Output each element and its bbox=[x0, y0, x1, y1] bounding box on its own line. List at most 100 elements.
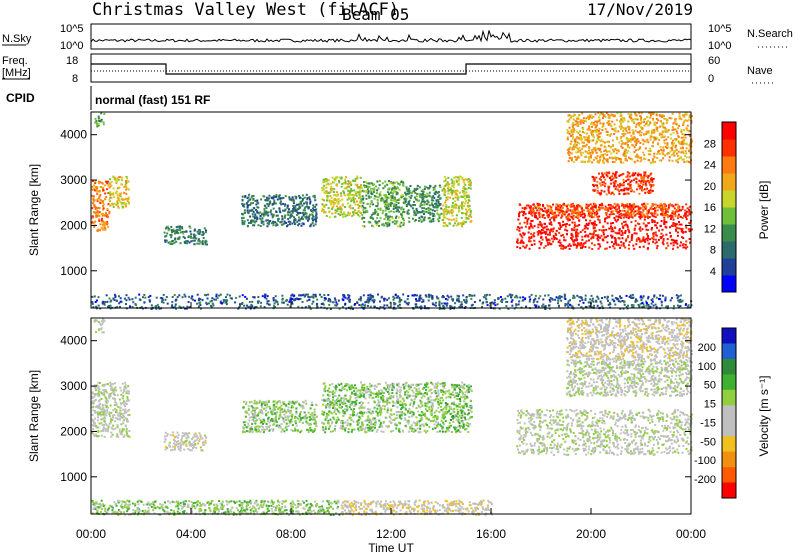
power-echo-cell bbox=[624, 212, 627, 215]
power-echo-cell bbox=[421, 207, 424, 210]
power-echo-cell bbox=[100, 181, 103, 184]
power-echo-cell bbox=[591, 299, 594, 302]
power-echo-cell bbox=[455, 204, 458, 207]
power-echo-cell bbox=[272, 224, 275, 227]
power-echo-cell bbox=[621, 120, 624, 123]
power-echo-cell bbox=[680, 130, 683, 133]
power-echo-cell bbox=[623, 187, 626, 190]
power-echo-cell bbox=[632, 132, 635, 135]
power-echo-cell bbox=[588, 152, 591, 155]
power-echo-cell bbox=[598, 192, 601, 195]
power-echo-cell bbox=[272, 207, 275, 210]
power-echo-cell bbox=[108, 186, 111, 189]
power-echo-cell bbox=[363, 220, 366, 223]
power-echo-cell bbox=[627, 150, 630, 153]
power-echo-cell bbox=[607, 189, 610, 192]
power-echo-cell bbox=[465, 296, 468, 298]
power-echo-cell bbox=[606, 208, 609, 210]
power-echo-cell bbox=[542, 298, 545, 301]
power-echo-cell bbox=[282, 202, 285, 205]
power-echo-cell bbox=[370, 196, 373, 199]
power-echo-cell bbox=[260, 219, 263, 222]
power-echo-cell bbox=[102, 224, 105, 227]
power-echo-cell bbox=[342, 215, 345, 218]
power-echo-cell bbox=[572, 126, 575, 129]
power-echo-cell bbox=[566, 129, 569, 132]
power-echo-cell bbox=[653, 139, 656, 142]
power-echo-cell bbox=[328, 216, 331, 219]
power-echo-cell bbox=[387, 215, 390, 218]
power-echo-cell bbox=[633, 229, 636, 231]
power-echo-cell bbox=[248, 210, 250, 213]
power-echo-cell bbox=[94, 189, 96, 192]
power-echo-cell bbox=[323, 211, 326, 214]
power-echo-cell bbox=[351, 189, 354, 192]
power-echo-cell bbox=[323, 178, 326, 181]
power-echo-cell bbox=[529, 298, 532, 301]
power-echo-cell bbox=[102, 187, 104, 190]
power-echo-cell bbox=[663, 212, 666, 215]
power-echo-cell bbox=[573, 221, 576, 224]
power-echo-cell bbox=[630, 208, 632, 211]
power-echo-cell bbox=[666, 238, 669, 241]
power-echo-cell bbox=[572, 121, 575, 124]
power-echo-cell bbox=[168, 228, 171, 231]
power-echo-cell bbox=[569, 244, 572, 247]
power-echo-cell bbox=[675, 239, 678, 242]
power-echo-cell bbox=[176, 238, 179, 241]
power-echo-cell bbox=[601, 229, 603, 232]
power-echo-cell bbox=[580, 246, 582, 249]
power-echo-cell bbox=[642, 118, 645, 121]
power-echo-cell bbox=[594, 113, 597, 116]
power-echo-cell bbox=[649, 134, 652, 137]
power-echo-cell bbox=[574, 211, 577, 214]
power-echo-cell bbox=[685, 128, 688, 130]
power-echo-cell bbox=[447, 211, 450, 214]
beam-label: Beam 05 bbox=[342, 5, 409, 24]
power-echo-cell bbox=[654, 242, 657, 245]
power-echo-cell bbox=[322, 302, 324, 305]
power-echo-cell bbox=[288, 197, 291, 200]
power-echo-cell bbox=[246, 219, 249, 222]
power-echo-cell bbox=[267, 223, 270, 226]
power-echo-cell bbox=[277, 217, 280, 220]
power-echo-cell bbox=[655, 241, 658, 244]
power-echo-cell bbox=[416, 184, 419, 187]
power-echo-cell bbox=[416, 192, 419, 195]
power-echo-cell bbox=[283, 204, 286, 207]
power-echo-cell bbox=[639, 146, 642, 149]
power-echo-cell bbox=[252, 195, 255, 198]
power-echo-cell bbox=[526, 220, 529, 223]
power-echo-cell bbox=[593, 179, 596, 182]
power-echo-cell bbox=[344, 182, 347, 185]
power-echo-cell bbox=[341, 204, 344, 207]
power-echo-cell bbox=[542, 229, 545, 232]
power-echo-cell bbox=[578, 114, 581, 116]
power-echo-cell bbox=[666, 210, 669, 213]
power-echo-cell bbox=[450, 206, 453, 209]
power-echo-cell bbox=[415, 303, 418, 306]
power-echo-cell bbox=[617, 243, 620, 246]
power-echo-cell bbox=[368, 196, 371, 199]
power-echo-cell bbox=[469, 294, 472, 297]
power-echo-cell bbox=[590, 149, 593, 152]
power-echo-cell bbox=[653, 130, 656, 133]
power-echo-cell bbox=[254, 306, 257, 309]
power-echo-cell bbox=[588, 159, 591, 162]
power-echo-cell bbox=[557, 210, 559, 213]
power-echo-cell bbox=[316, 298, 319, 301]
power-echo-cell bbox=[619, 297, 622, 300]
power-echo-cell bbox=[560, 247, 563, 250]
power-echo-cell bbox=[414, 219, 417, 221]
power-echo-cell bbox=[577, 149, 580, 152]
power-echo-cell bbox=[164, 241, 167, 243]
power-echo-cell bbox=[603, 229, 605, 232]
power-echo-cell bbox=[587, 156, 590, 159]
power-echo-cell bbox=[162, 293, 165, 296]
power-echo-cell bbox=[585, 226, 588, 229]
power-echo-cell bbox=[646, 176, 649, 179]
power-echo-cell bbox=[366, 304, 369, 307]
power-echo-cell bbox=[661, 124, 664, 126]
power-echo-cell bbox=[373, 187, 376, 190]
power-echo-cell bbox=[651, 180, 654, 183]
